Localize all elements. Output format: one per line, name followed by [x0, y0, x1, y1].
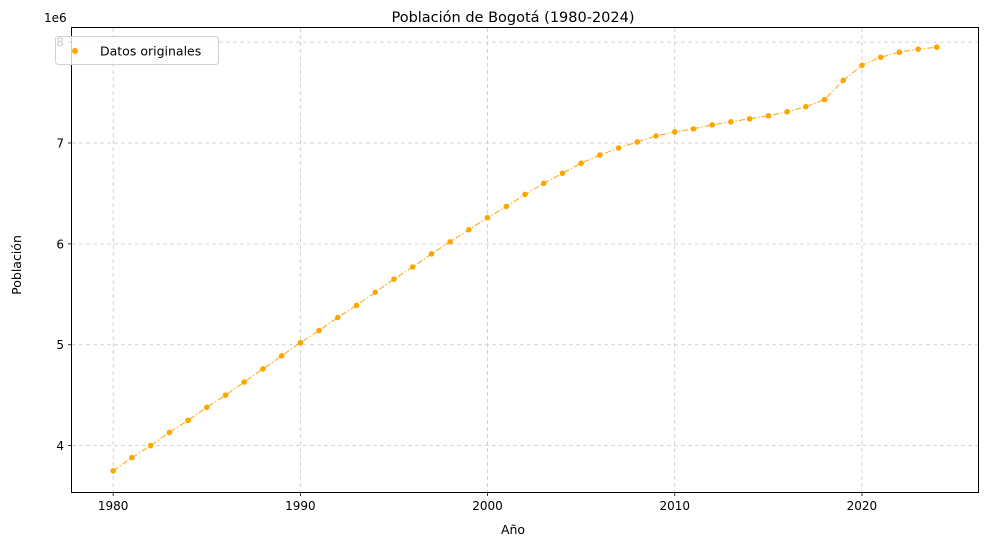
data-point — [578, 160, 584, 166]
data-point — [821, 96, 828, 103]
data-point — [297, 339, 304, 346]
data-point — [503, 203, 510, 210]
data-point — [484, 214, 491, 221]
y-axis-label: Población — [9, 235, 24, 295]
x-tick-label: 2000 — [472, 499, 503, 513]
data-point — [391, 276, 397, 282]
data-point — [129, 454, 135, 461]
x-tick-label: 1980 — [98, 499, 129, 513]
data-point — [765, 112, 772, 119]
series-datos-originales — [110, 44, 940, 474]
data-point — [559, 170, 566, 177]
data-point — [784, 108, 790, 115]
data-point — [597, 152, 603, 158]
data-point — [353, 302, 360, 309]
data-point — [166, 429, 173, 436]
data-point — [671, 129, 678, 135]
data-point — [110, 468, 116, 474]
legend-box — [55, 36, 219, 65]
data-point — [316, 327, 322, 334]
data-point — [915, 46, 921, 52]
data-point — [522, 191, 528, 198]
data-point — [615, 145, 622, 151]
data-point — [746, 115, 753, 122]
data-point — [466, 226, 472, 233]
y-tick-label: 7 — [56, 136, 64, 150]
x-tick-label: 2010 — [659, 499, 690, 513]
data-point — [728, 119, 734, 125]
data-point — [428, 251, 435, 257]
data-point — [278, 353, 285, 359]
data-point — [241, 379, 248, 385]
plot-frame — [71, 27, 979, 493]
data-point — [447, 239, 453, 245]
data-point — [859, 62, 865, 69]
data-point — [896, 49, 903, 56]
data-point — [409, 264, 416, 270]
data-point — [634, 139, 641, 145]
series-line — [112, 46, 937, 472]
data-point — [840, 77, 847, 84]
data-point — [877, 54, 884, 61]
x-tick-label: 1990 — [285, 499, 316, 513]
data-point — [203, 404, 210, 411]
data-point — [147, 442, 154, 449]
x-axis: 1980 1990 2000 2010 2020 — [98, 492, 877, 513]
data-point — [540, 180, 547, 187]
legend-marker — [72, 48, 78, 54]
chart-title: Población de Bogotá (1980-2024) — [391, 10, 634, 26]
legend: Datos originales — [55, 36, 219, 65]
data-point — [335, 314, 341, 321]
y-axis-offset-label: 1e6 — [44, 11, 67, 25]
data-point — [802, 103, 809, 110]
y-tick-label: 6 — [56, 237, 64, 251]
y-axis: 45678 — [56, 36, 72, 453]
legend-label: Datos originales — [100, 44, 201, 59]
data-point — [222, 392, 229, 398]
y-tick-label: 4 — [56, 439, 64, 453]
data-point — [709, 122, 715, 128]
data-point — [934, 44, 940, 50]
y-tick-label: 5 — [56, 338, 64, 352]
data-point — [653, 133, 659, 139]
data-point — [185, 417, 191, 424]
data-point — [690, 126, 697, 132]
data-point — [260, 366, 266, 372]
grid — [72, 28, 978, 492]
x-axis-label: Año — [501, 522, 525, 537]
x-tick-label: 2020 — [847, 499, 878, 513]
data-point — [372, 289, 379, 296]
